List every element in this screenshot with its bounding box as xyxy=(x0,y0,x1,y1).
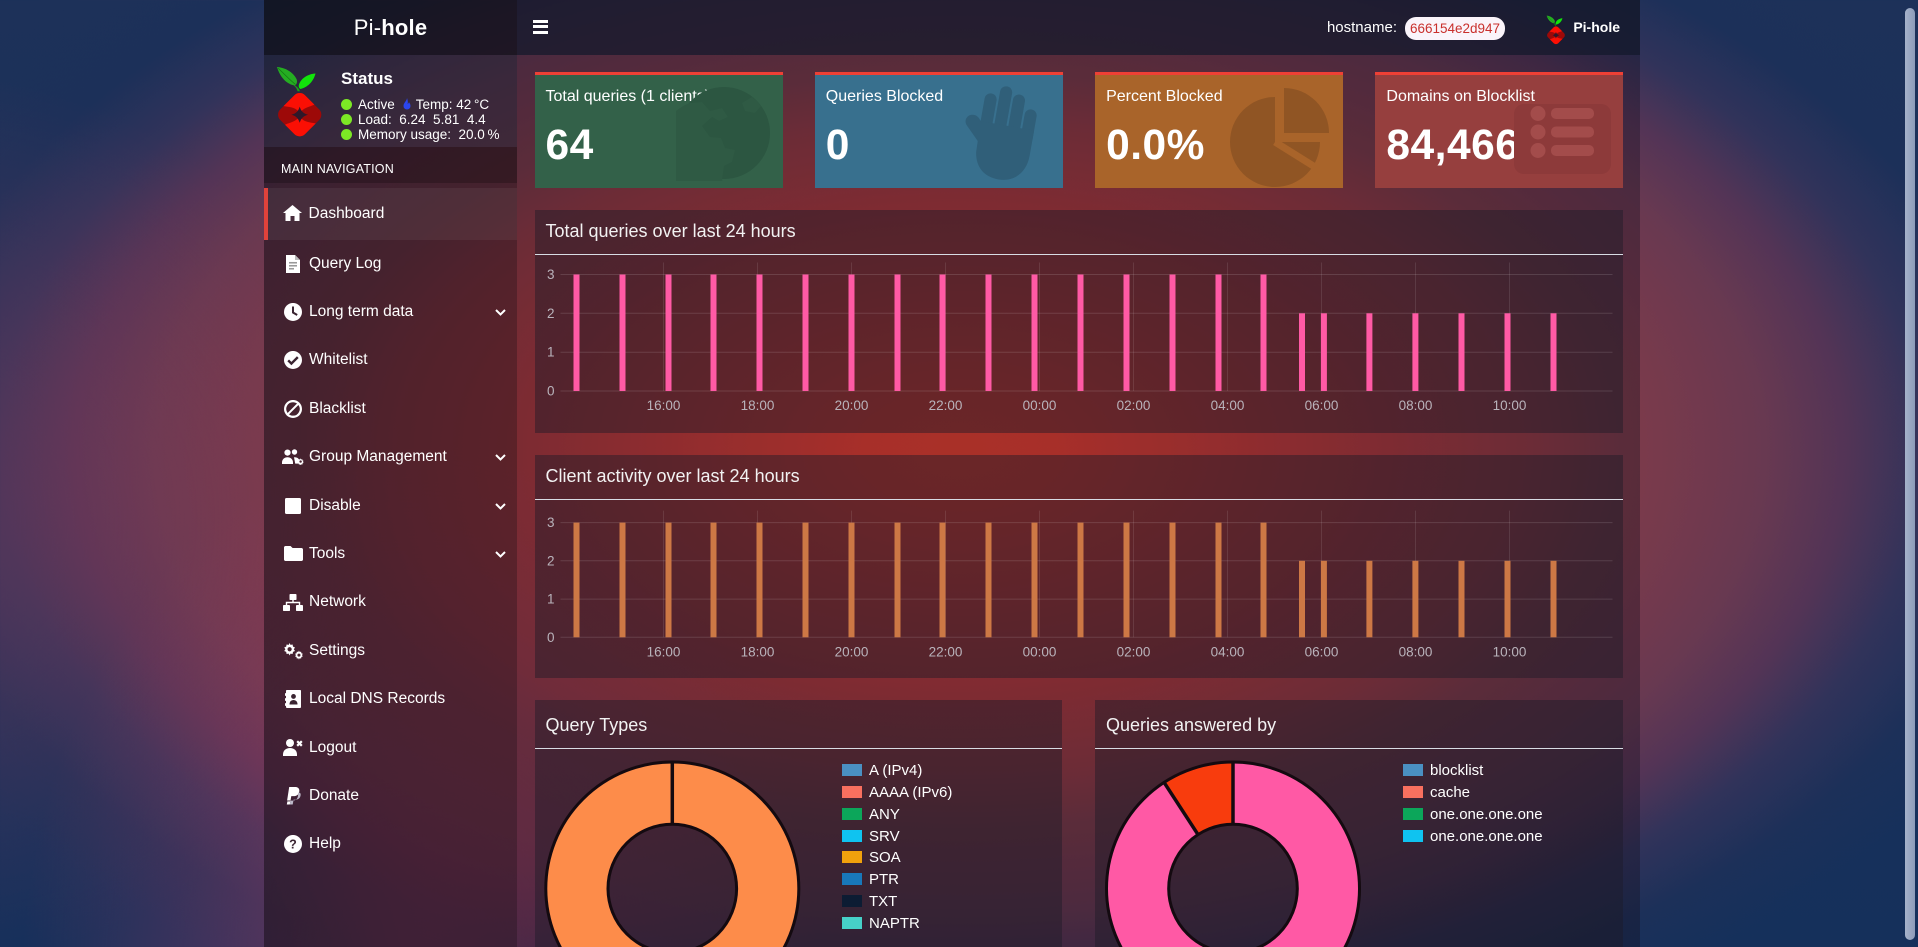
svg-text:04:00: 04:00 xyxy=(1210,398,1244,413)
svg-text:10:00: 10:00 xyxy=(1492,644,1526,659)
svg-text:20:00: 20:00 xyxy=(834,398,868,413)
svg-text:10:00: 10:00 xyxy=(1492,398,1526,413)
svg-text:1: 1 xyxy=(546,592,554,607)
svg-text:02:00: 02:00 xyxy=(1116,398,1150,413)
svg-text:00:00: 00:00 xyxy=(1022,644,1056,659)
svg-text:16:00: 16:00 xyxy=(646,644,680,659)
svg-text:3: 3 xyxy=(546,515,554,530)
svg-text:06:00: 06:00 xyxy=(1304,398,1338,413)
svg-text:2: 2 xyxy=(546,306,554,321)
svg-text:02:00: 02:00 xyxy=(1116,644,1150,659)
svg-text:18:00: 18:00 xyxy=(740,644,774,659)
svg-text:20:00: 20:00 xyxy=(834,644,868,659)
svg-text:3: 3 xyxy=(546,267,554,282)
svg-text:08:00: 08:00 xyxy=(1398,398,1432,413)
svg-text:1: 1 xyxy=(546,345,554,360)
svg-text:04:00: 04:00 xyxy=(1210,644,1244,659)
svg-text:18:00: 18:00 xyxy=(740,398,774,413)
svg-text:22:00: 22:00 xyxy=(928,398,962,413)
svg-text:00:00: 00:00 xyxy=(1022,398,1056,413)
svg-text:?: ? xyxy=(289,838,297,852)
svg-text:22:00: 22:00 xyxy=(928,644,962,659)
svg-text:06:00: 06:00 xyxy=(1304,644,1338,659)
svg-text:0: 0 xyxy=(546,384,554,399)
svg-text:08:00: 08:00 xyxy=(1398,644,1432,659)
svg-text:0: 0 xyxy=(546,630,554,645)
svg-text:16:00: 16:00 xyxy=(646,398,680,413)
svg-text:2: 2 xyxy=(546,553,554,568)
